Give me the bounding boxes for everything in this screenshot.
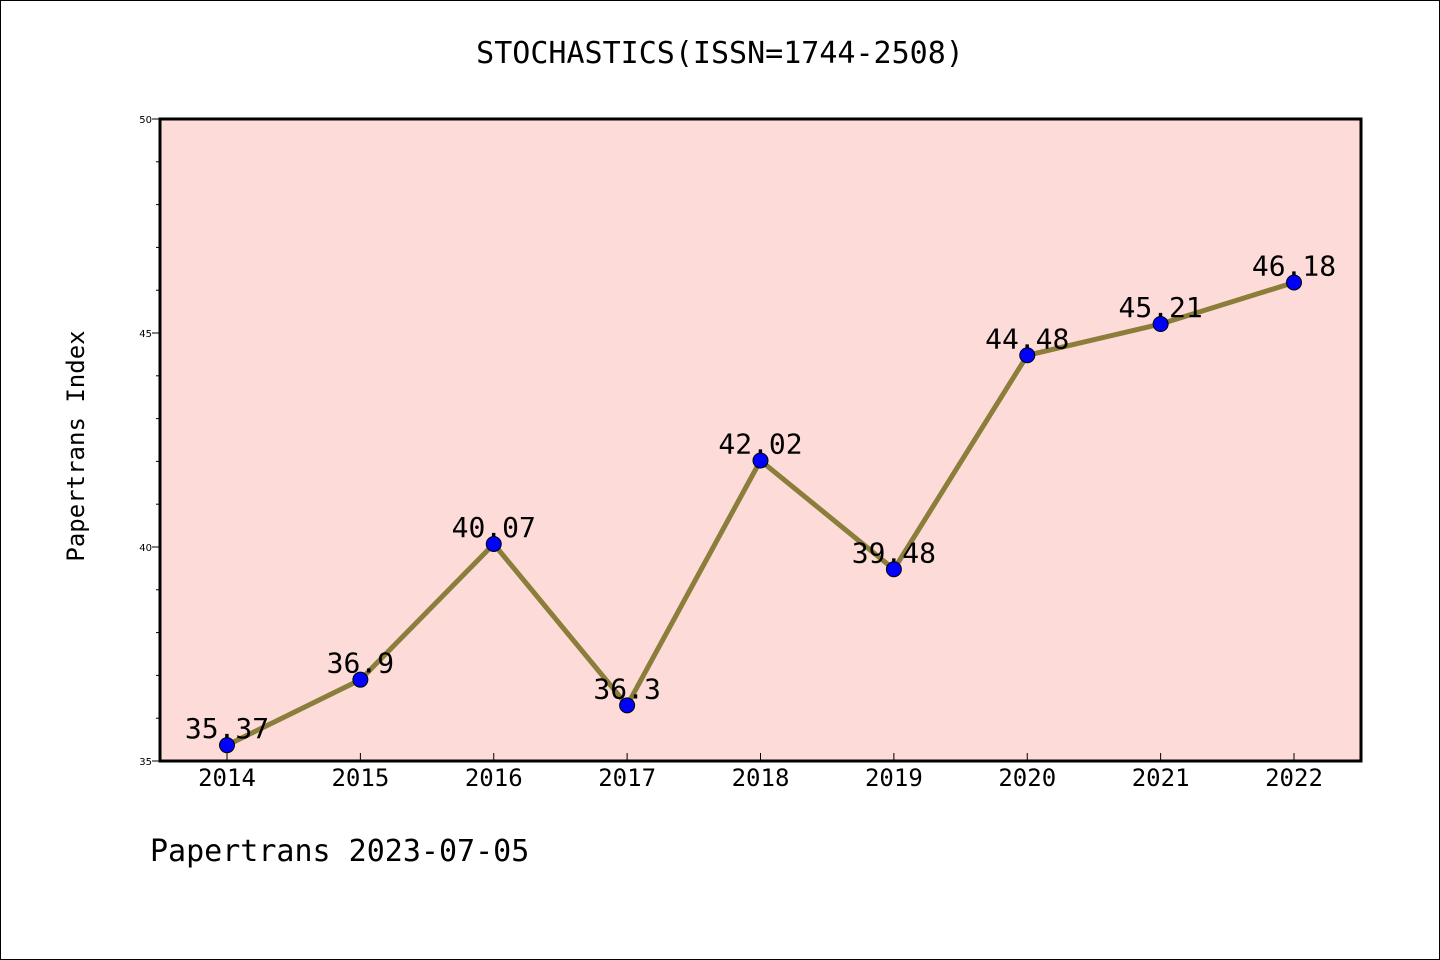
- chart-title: STOCHASTICS(ISSN=1744-2508): [476, 36, 964, 71]
- data-point: [885, 561, 902, 578]
- data-label: 35.37: [185, 712, 269, 745]
- y-tick-label: 40: [139, 543, 152, 554]
- data-label: 45.21: [1118, 291, 1202, 324]
- data-point: [219, 737, 235, 754]
- data-point: [752, 452, 769, 469]
- data-label: 42.02: [718, 428, 802, 461]
- data-point: [619, 697, 636, 714]
- data-label: 44.48: [985, 322, 1069, 355]
- data-labels: 35.37 36.9 40.07 36.3 42.02 39.48 44.48 45.21 46…: [185, 249, 1336, 745]
- data-point: [1152, 316, 1169, 333]
- x-axis: 2014 2015 2016 2017 2018 2019 2020 2021 2022: [198, 753, 1323, 792]
- data-label: 36.3: [593, 672, 660, 705]
- x-tick-label: 2019: [865, 764, 923, 792]
- data-label: 36.9: [327, 647, 394, 680]
- data-point: [1019, 347, 1036, 364]
- data-label: 46.18: [1252, 249, 1336, 282]
- data-point: [1286, 274, 1302, 291]
- x-tick-label: 2017: [598, 764, 656, 792]
- y-tick-label: 35: [139, 757, 152, 768]
- y-axis: 35 40 45 50: [139, 115, 160, 768]
- data-point: [485, 536, 502, 553]
- data-label: 40.07: [452, 511, 536, 544]
- data-point: [352, 671, 369, 688]
- x-tick-label: 2018: [732, 764, 790, 792]
- y-tick-label: 45: [139, 329, 152, 340]
- x-tick-label: 2022: [1265, 764, 1323, 792]
- x-tick-label: 2021: [1132, 764, 1190, 792]
- x-tick-label: 2015: [331, 764, 389, 792]
- x-tick-label: 2020: [998, 764, 1056, 792]
- plot-area: [158, 117, 1363, 763]
- data-markers: [219, 274, 1302, 754]
- data-label: 39.48: [852, 536, 936, 569]
- y-tick-label: 50: [139, 115, 152, 126]
- x-tick-label: 2014: [198, 764, 256, 792]
- footer-text: Papertrans 2023-07-05: [150, 834, 530, 869]
- x-tick-label: 2016: [465, 764, 523, 792]
